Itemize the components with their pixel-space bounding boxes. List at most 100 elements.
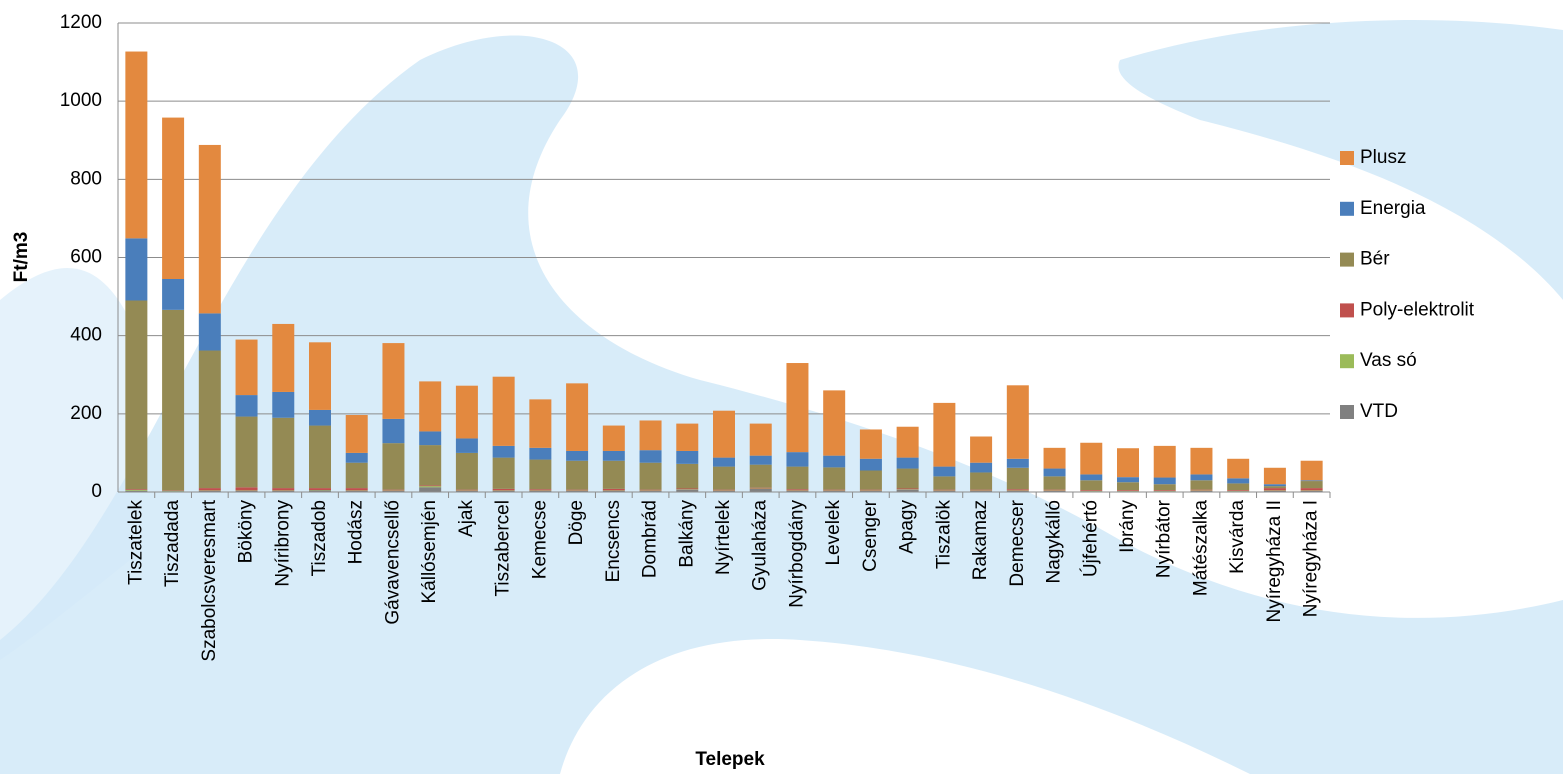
x-tick-label: Gyulaháza [750,500,771,591]
bar-segment [1190,489,1213,491]
bar-segment [933,466,956,477]
bar-segment [566,383,589,451]
bar-segment [1227,483,1250,491]
x-tick-label: Tiszadob [309,500,330,576]
x-tick-label: Encsencs [603,500,624,582]
x-tick-label: Ibrány [1117,500,1138,553]
bar-segment [639,490,662,492]
bar-segment [272,391,295,418]
y-tick-label: 800 [70,168,102,189]
bar-segment [345,490,368,492]
bar-segment [896,457,919,469]
bar-segment [859,470,882,490]
y-tick-label: 400 [70,325,102,346]
bar-segment [566,460,589,490]
bar-segment [1006,467,1029,490]
bar-segment [1043,490,1066,492]
bar-segment [272,490,295,492]
bar-segment [1117,490,1139,491]
bar-segment [786,490,809,492]
bar-segment [713,466,735,490]
bar-segment [786,466,809,490]
legend-swatch [1340,354,1354,369]
x-tick-label: Gávavencsellő [382,500,403,625]
bar-segment [1300,488,1323,491]
x-tick-label: Hodász [346,500,367,564]
x-tick-label: Csenger [860,499,881,571]
bar-segment [749,488,772,492]
legend-label: Plusz [1360,147,1406,168]
bar-segment [639,420,662,451]
bar-segment [786,452,809,467]
bar-segment [602,425,625,451]
bar-segment [823,467,846,490]
x-tick-label: Tiszalök [933,500,954,569]
bar-segment [125,490,148,491]
bar-segment [382,489,405,491]
bar-segment [1263,467,1286,485]
bar-segment [749,487,772,489]
x-tick-label: Döge [566,500,587,545]
bar-segment [419,381,442,432]
bar-segment [345,415,368,453]
bar-segment [933,490,956,492]
bar-segment [602,490,625,492]
bar-segment [198,488,221,491]
bar-segment [1006,385,1029,459]
x-tick-label: Tiszatelek [125,500,146,585]
x-tick-label: Nyíregyháza II [1264,500,1285,623]
x-tick-label: Tiszadada [162,500,183,587]
x-tick-label: Kisvárda [1227,500,1248,574]
legend-swatch [1340,303,1354,318]
bar-segment [309,342,331,410]
bar-segment [566,490,589,492]
bar-segment [455,452,478,490]
bar-segment [382,343,405,419]
x-tick-label: Nyírbogdány [786,500,807,608]
bar-segment [970,436,993,463]
bar-segment [382,418,405,444]
x-tick-label: Nyíregyháza I [1301,500,1322,617]
bar-segment [1227,458,1250,479]
background-watermark [0,20,1563,774]
x-tick-label: Nyírtelek [713,500,734,575]
bar-segment [235,490,258,492]
bar-segment [823,489,846,491]
bar-segment [1043,476,1066,490]
x-tick-label: Mátészalka [1190,500,1211,597]
bar-segment [1153,477,1176,485]
bar-segment [1300,460,1323,481]
bar-segment [1300,481,1323,489]
bar-segment [1227,478,1250,484]
bar-segment [1300,490,1323,492]
bar-segment [492,457,515,489]
bar-segment [125,490,148,492]
bar-segment [419,431,442,446]
bar-segment [419,486,442,488]
y-tick-label: 1200 [60,12,102,33]
bar-segment [455,385,478,439]
bar-segment [125,300,148,490]
bar-segment [1300,480,1323,482]
bar-segment [455,490,478,492]
bar-segment [749,464,772,488]
bar-segment [823,490,846,492]
bar-segment [970,462,993,473]
bar-segment [1080,474,1103,481]
bar-segment [162,278,185,310]
bar-segment [859,490,882,492]
bar-segment [1006,489,1029,491]
bar-segment [970,472,993,490]
x-tick-label: Apagy [897,500,918,554]
bar-segment [859,458,882,471]
bar-segment [1153,490,1176,491]
legend-label: VTD [1360,401,1398,422]
bar-segment [566,450,589,461]
bar-segment [1190,480,1213,490]
x-tick-label: Bököny [236,500,257,564]
bar-segment [492,490,515,492]
bar-segment [382,443,405,490]
bar-segment [529,490,552,492]
bar-segment [198,350,221,489]
bar-segment [786,363,809,453]
